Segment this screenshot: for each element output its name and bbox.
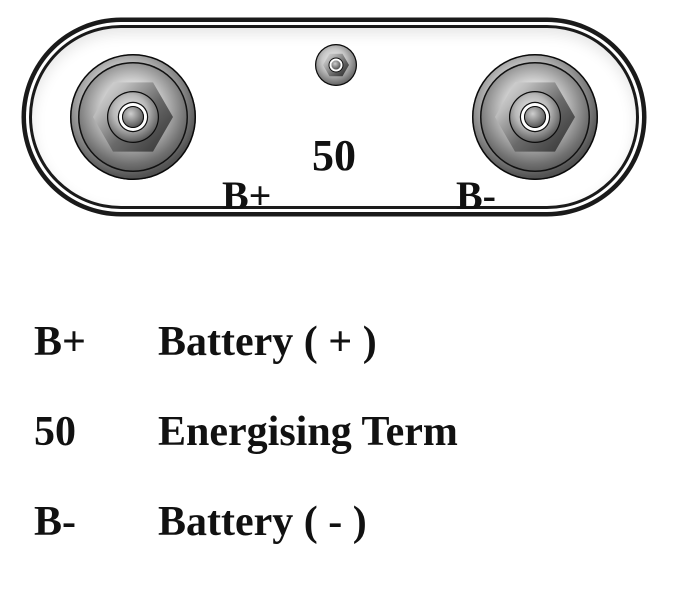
screw-center (332, 61, 341, 70)
legend-key: B+ (34, 318, 158, 366)
legend-row: B+ Battery ( + ) (34, 318, 646, 366)
label-b-minus: B- (456, 172, 496, 219)
legend-row: B- Battery ( - ) (34, 498, 646, 546)
terminal-stud-center (524, 106, 546, 128)
legend-value: Battery ( + ) (158, 318, 377, 366)
terminal-plate: 50 B+ B- (32, 28, 636, 206)
terminal-b-plus (70, 54, 196, 180)
legend-key: 50 (34, 408, 158, 456)
terminal-50 (315, 44, 357, 86)
legend: B+ Battery ( + ) 50 Energising Term B- B… (34, 318, 646, 546)
label-50: 50 (312, 130, 356, 181)
terminal-stud-center (122, 106, 144, 128)
terminal-b-minus (472, 54, 598, 180)
legend-key: B- (34, 498, 158, 546)
legend-row: 50 Energising Term (34, 408, 646, 456)
label-b-plus: B+ (222, 172, 271, 219)
legend-value: Battery ( - ) (158, 498, 367, 546)
diagram-canvas: 50 B+ B- B+ Battery ( + ) 50 Energising … (0, 0, 680, 600)
legend-value: Energising Term (158, 408, 458, 456)
